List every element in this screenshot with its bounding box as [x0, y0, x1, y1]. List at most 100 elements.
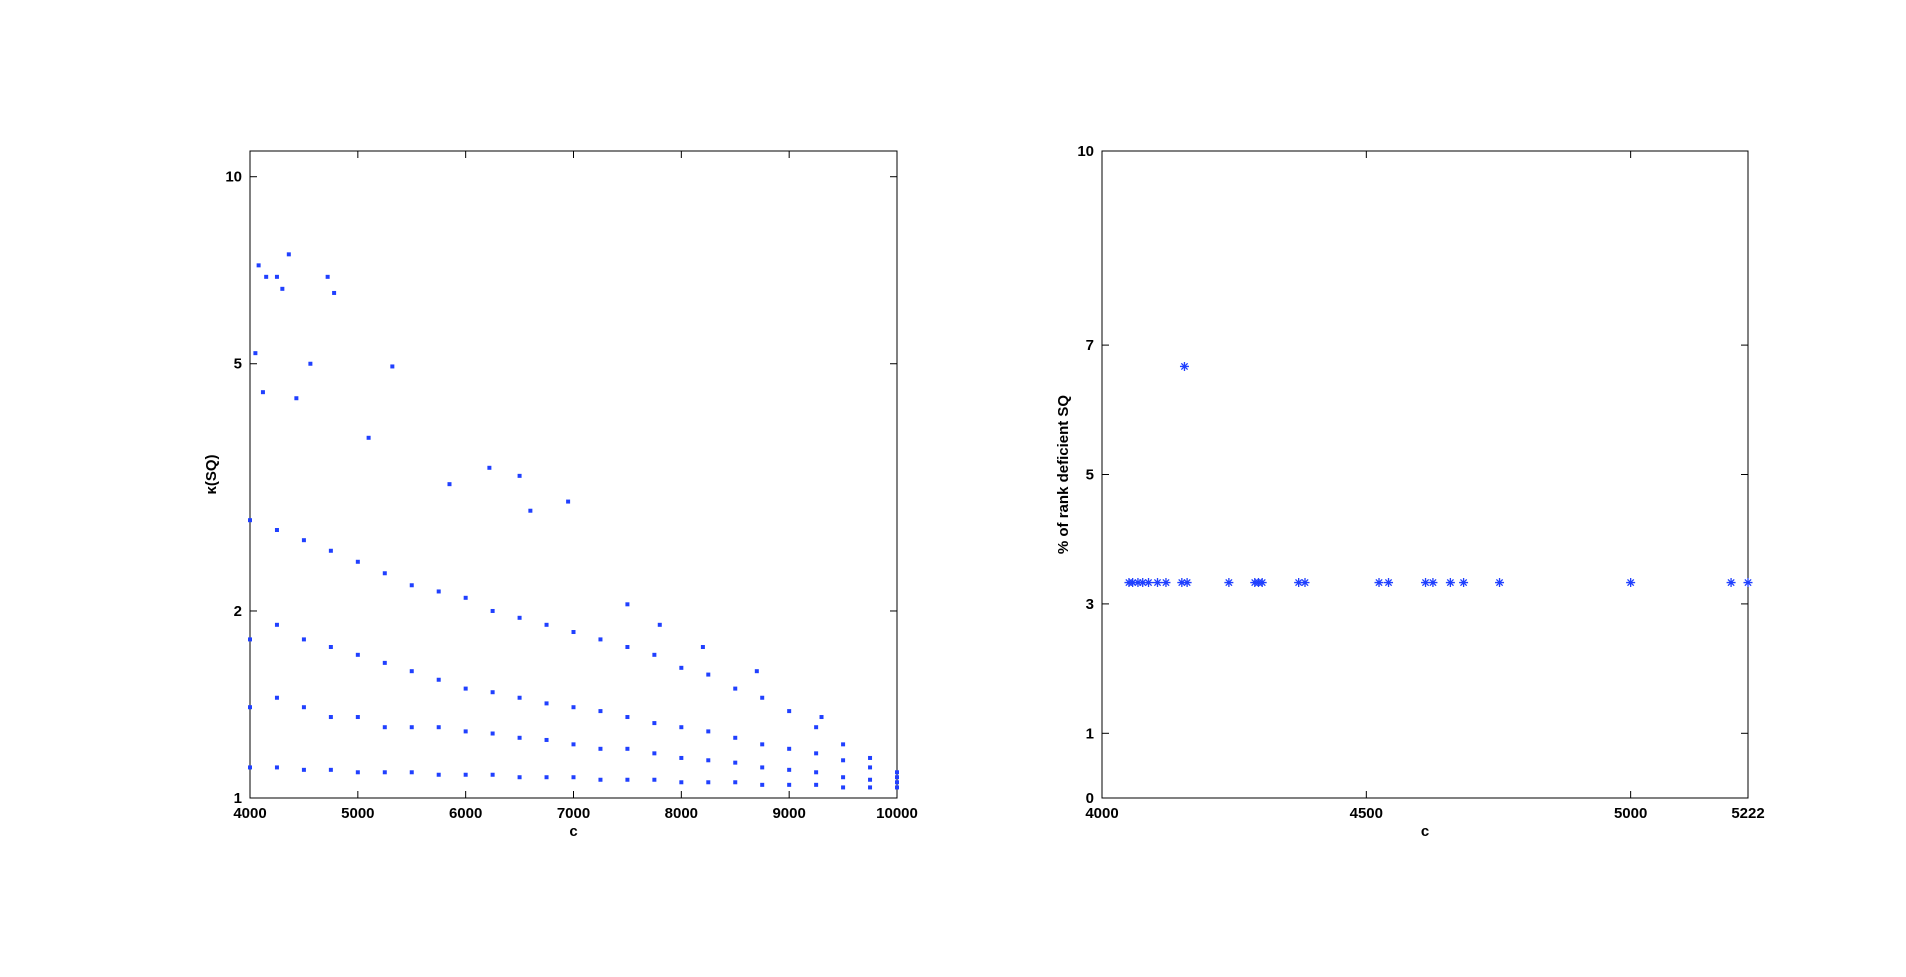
point [841, 775, 846, 780]
point [1128, 578, 1138, 588]
point [679, 755, 684, 760]
point [301, 538, 306, 543]
point [382, 660, 387, 665]
point [895, 775, 899, 780]
y-tick-label: 1 [1086, 725, 1094, 742]
point [706, 672, 711, 677]
y-tick-label: 0 [1086, 790, 1094, 807]
point [814, 751, 819, 756]
point [264, 274, 269, 279]
point [409, 669, 414, 674]
point [1133, 578, 1143, 588]
point [463, 729, 468, 734]
point [463, 772, 468, 777]
point [733, 735, 738, 740]
x-tick-label: 9000 [772, 805, 805, 822]
point [248, 705, 252, 710]
point [308, 361, 313, 366]
point [598, 777, 603, 782]
point [706, 729, 711, 734]
point [1294, 578, 1304, 588]
y-tick-label: 1 [234, 790, 242, 807]
point [1374, 578, 1384, 588]
point [517, 473, 522, 478]
x-tick-label: 4000 [233, 805, 266, 822]
point [390, 364, 395, 369]
point [841, 758, 846, 763]
point [1224, 578, 1234, 588]
x-tick-label: 6000 [449, 805, 482, 822]
point [706, 780, 711, 785]
point [490, 690, 495, 695]
point [760, 695, 765, 700]
plot-area [1101, 150, 1749, 799]
plot-area [249, 150, 898, 799]
x-tick-label: 8000 [665, 805, 698, 822]
point [463, 686, 468, 691]
point [248, 765, 252, 770]
point [355, 559, 360, 564]
point [814, 782, 819, 787]
point [332, 290, 337, 295]
point [274, 622, 279, 627]
x-tick-label: 4500 [1350, 805, 1383, 822]
point [544, 701, 549, 706]
point [1138, 578, 1148, 588]
x-tick-label: 10000 [876, 805, 918, 822]
point [841, 785, 846, 790]
point [895, 780, 899, 785]
y-tick-label: 7 [1086, 337, 1094, 354]
point [409, 770, 414, 775]
point [868, 765, 873, 770]
point [517, 615, 522, 620]
point [706, 758, 711, 763]
point [436, 589, 441, 594]
point [1428, 578, 1438, 588]
point [787, 746, 792, 751]
point [490, 772, 495, 777]
point [256, 263, 261, 268]
point [571, 705, 576, 710]
point [528, 508, 533, 513]
point [598, 637, 603, 642]
point [733, 760, 738, 765]
point [733, 686, 738, 691]
point [294, 396, 299, 401]
point [274, 528, 279, 533]
point [652, 721, 657, 726]
point [1257, 578, 1267, 588]
point [328, 548, 333, 553]
point [355, 652, 360, 657]
point [436, 725, 441, 730]
point [248, 637, 252, 642]
point [274, 695, 279, 700]
point [814, 725, 819, 730]
point [598, 709, 603, 714]
point [1153, 578, 1163, 588]
point [517, 775, 522, 780]
point [1626, 578, 1636, 588]
point [652, 652, 657, 657]
point [679, 725, 684, 730]
point [819, 715, 824, 720]
point [301, 767, 306, 772]
point [841, 742, 846, 747]
point [366, 435, 371, 440]
point [1161, 578, 1171, 588]
point [895, 770, 899, 775]
point [301, 637, 306, 642]
point [382, 770, 387, 775]
point [1495, 578, 1505, 588]
point [598, 746, 603, 751]
point [814, 770, 819, 775]
point [625, 715, 630, 720]
point [253, 351, 258, 356]
y-tick-label: 10 [225, 169, 242, 186]
point [274, 765, 279, 770]
point [1743, 578, 1753, 588]
point [652, 777, 657, 782]
point [260, 390, 265, 395]
y-tick-label: 3 [1086, 596, 1094, 613]
point [895, 785, 899, 790]
